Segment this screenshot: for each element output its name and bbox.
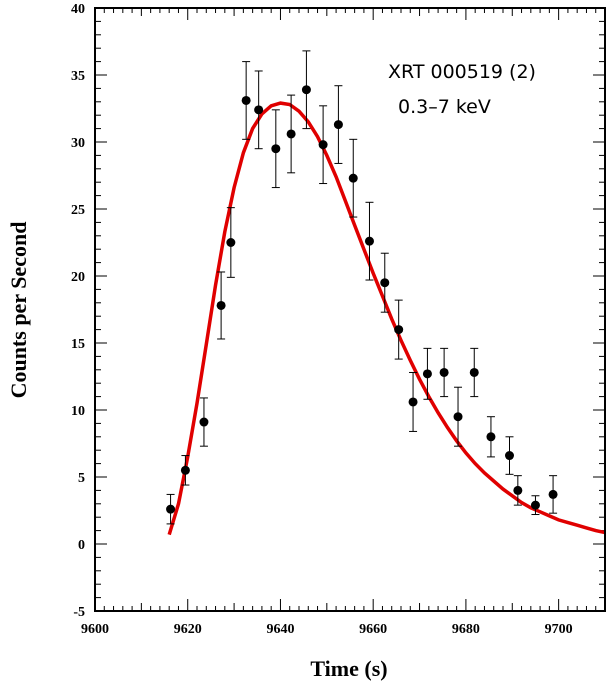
fit-curve	[167, 101, 606, 536]
y-tick-label: 40	[71, 2, 85, 17]
y-tick-label: 0	[78, 538, 85, 553]
data-point	[548, 489, 558, 499]
data-point	[216, 300, 226, 310]
x-tick-label: 9660	[359, 622, 387, 637]
y-axis-title: Counts per Second	[6, 222, 31, 399]
data-point	[271, 144, 281, 154]
data-point	[318, 140, 328, 150]
data-point	[469, 367, 479, 377]
axis-ticks	[94, 7, 606, 612]
data-points	[166, 50, 558, 525]
data-point	[453, 412, 463, 422]
data-point	[364, 236, 374, 246]
y-tick-label: 30	[71, 136, 85, 151]
data-point	[408, 397, 418, 407]
data-point	[226, 238, 236, 247]
data-point	[199, 417, 209, 427]
y-tick-label: 5	[78, 471, 85, 486]
data-point	[254, 105, 264, 115]
data-point	[286, 129, 296, 139]
y-tick-label: 35	[71, 69, 85, 84]
data-point	[394, 325, 404, 335]
data-point	[530, 500, 540, 510]
data-point	[486, 432, 496, 442]
y-tick-label: 20	[71, 270, 85, 285]
x-tick-label: 9600	[81, 622, 109, 637]
data-point	[513, 485, 523, 495]
x-tick-label: 9640	[266, 622, 294, 637]
y-tick-label: 15	[71, 337, 85, 352]
data-point	[180, 465, 190, 475]
y-tick-label: 10	[71, 404, 85, 419]
data-point	[380, 278, 390, 288]
x-tick-label: 9620	[174, 622, 202, 637]
data-point	[166, 504, 176, 514]
x-axis-title: Time (s)	[310, 656, 387, 681]
data-point	[241, 95, 251, 105]
annotation-source: XRT 000519 (2)	[388, 61, 536, 83]
x-tick-label: 9680	[452, 622, 480, 637]
data-point	[333, 120, 343, 130]
annotation-band: 0.3–7 keV	[398, 96, 491, 118]
y-tick-label: -5	[73, 605, 85, 620]
data-point	[504, 451, 514, 461]
data-point	[422, 369, 432, 379]
y-tick-label: 25	[71, 203, 85, 218]
plot-frame	[94, 7, 606, 612]
tick-labels: 9600 9620 9640 9660 9680 9700 -5 0 5 10 15 20 25 30 35…	[71, 2, 573, 637]
x-tick-label: 9700	[545, 622, 573, 637]
data-point	[301, 85, 311, 95]
data-point	[439, 367, 449, 377]
data-point	[348, 173, 358, 183]
